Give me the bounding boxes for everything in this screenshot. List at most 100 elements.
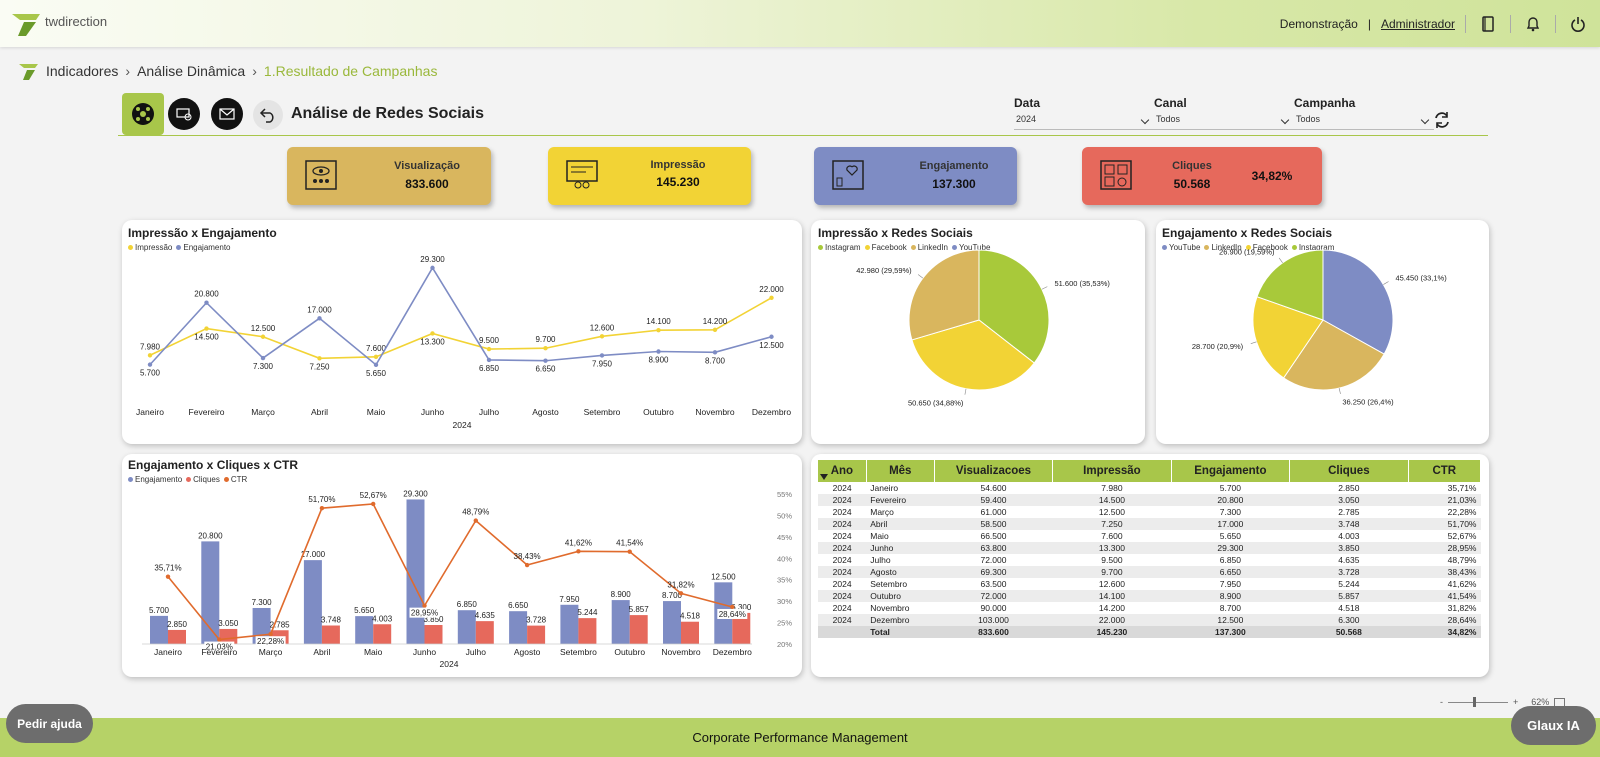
data-label: 29.300 [420,255,445,264]
filter-canal-select[interactable]: Todos [1154,114,1294,130]
twdirection-small-logo [19,64,38,80]
zoom-out-button[interactable]: - [1440,697,1443,707]
data-label: 12.500 [251,324,276,333]
legend-item-facebook[interactable]: Facebook [1245,243,1288,252]
legend-item-facebook[interactable]: Facebook [864,243,907,252]
legend-item-instagram[interactable]: Instagram [818,243,861,252]
column-header-engajamento[interactable]: Engajamento [1171,460,1291,482]
legend-item-engajamento[interactable]: Engajamento [176,243,231,252]
x-tick-label: Outubro [614,647,645,657]
column-header-cliques[interactable]: Cliques [1289,460,1409,482]
table-cell: 59.400 [934,494,1053,506]
filter-data-select[interactable]: 2024 [1014,114,1154,130]
back-button[interactable] [253,100,283,130]
card-impressao-redes: Impressão x Redes Sociais Instagram Face… [811,220,1145,444]
ai-assistant-button[interactable]: Glaux IA [1511,706,1596,745]
divider [1465,14,1466,33]
table-cell: 103.000 [934,614,1053,626]
table-cell: 2024 [832,531,852,541]
table-cell: 48,79% [1447,555,1477,565]
column-header-impressão[interactable]: Impressão [1052,460,1172,482]
table-row[interactable]: 2024 Julho 72.000 9.500 6.850 4.635 48,79% [818,554,1481,566]
bar-label: 5.650 [354,606,375,615]
column-header-ctr[interactable]: CTR [1408,460,1482,482]
column-header-visualizacoes[interactable]: Visualizacoes [934,460,1054,482]
filter-data: Data 2024 [1014,96,1154,130]
table-row[interactable]: 2024 Agosto 69.300 9.700 6.650 3.728 38,43% [818,566,1481,578]
data-label: 28,95% [411,609,438,618]
table-total-row: Total 833.600 145.230 137.300 50.568 34,82% [818,626,1481,638]
table-row[interactable]: 2024 Novembro 90.000 14.200 8.700 4.518 31,82% [818,602,1481,614]
legend-item-youtube[interactable]: YouTube [951,243,990,252]
zoom-slider[interactable] [1448,696,1508,707]
power-icon[interactable] [1566,12,1590,36]
twdirection-logo[interactable] [10,8,130,38]
bar-engajamento [457,610,476,644]
leader-line [1338,388,1341,395]
table-cell: 5.857 [1289,590,1409,602]
filter-canal: Canal Todos [1154,96,1294,130]
table-row[interactable]: 2024 Fevereiro 59.400 14.500 20.800 3.050 21,0… [818,494,1481,506]
report-header-line [118,94,1488,136]
pie-slice-facebook [911,319,1035,391]
pie-slice-linkedin [1282,319,1385,391]
data-label: 38,43% [514,552,541,561]
table-cell: 6.300 [1289,614,1409,626]
sort-desc-icon[interactable] [820,474,828,480]
legend-item-ctr[interactable]: CTR [223,475,247,484]
table-cell: 2024 [818,494,867,506]
table-row[interactable]: 2024 Janeiro 54.600 7.980 5.700 2.850 35,71% [818,482,1481,494]
help-button[interactable]: Pedir ajuda [6,704,93,743]
chevron-right-icon: › [252,63,257,79]
legend-item-impressao[interactable]: Impressão [128,243,172,252]
data-label: 22.000 [759,285,784,294]
x-tick-label: Julho [479,407,500,417]
slice-label: 36.250 (26,4%) [1342,398,1394,407]
table-cell: 2024 [832,579,852,589]
refresh-icon[interactable] [1432,110,1452,130]
table-row[interactable]: 2024 Maio 66.500 7.600 5.650 4.003 52,67% [818,530,1481,542]
zoom-slider-handle[interactable] [1473,696,1476,707]
table-row[interactable]: 2024 Março 61.000 12.500 7.300 2.785 22,28% [818,506,1481,518]
legend-item-linkedin[interactable]: LinkedIn [910,243,948,252]
column-header-mês[interactable]: Mês [866,460,935,482]
table-cell: 20.800 [1171,494,1290,506]
pie-slice-instagram [978,249,1050,364]
legend-item-linkedin[interactable]: LinkedIn [1204,243,1242,252]
legend-item-instagram[interactable]: Instagram [1291,243,1334,252]
table-row[interactable]: 2024 Setembro 63.500 12.600 7.950 5.244 41,62% [818,578,1481,590]
legend-item-youtube[interactable]: YouTube [1162,243,1200,252]
user-link[interactable]: Administrador [1380,16,1455,31]
legend-item-cliques[interactable]: Cliques [186,475,220,484]
kpi-value: 137.300 [932,177,976,191]
table-row[interactable]: 2024 Abril 58.500 7.250 17.000 3.748 51,70% [818,518,1481,530]
chart-title: Impressão x Redes Sociais [818,226,973,240]
breadcrumb-analise-dinamica[interactable]: Análise Dinâmica [137,63,246,79]
table-cell: Junho [866,542,935,554]
data-point [430,265,435,271]
email-nav-button[interactable] [211,98,243,130]
x-tick-label: Agosto [514,647,541,657]
table-row[interactable]: 2024 Junho 63.800 13.300 29.300 3.850 28,95% [818,542,1481,554]
table-cell: Julho [870,555,891,565]
data-label: 7.600 [366,344,387,353]
legend-item-engajamento[interactable]: Engajamento [128,475,182,484]
kpi-title: Engajamento [919,160,989,172]
book-icon[interactable] [1476,12,1500,36]
filter-campanha-select[interactable]: Todos [1294,114,1434,130]
table-row[interactable]: 2024 Outubro 72.000 14.100 8.900 5.857 41,54% [818,590,1481,602]
card-engajamento-cliques-ctr: Engajamento x Cliques x CTR Engajamento … [122,454,802,677]
breadcrumb-indicadores[interactable]: Indicadores [46,63,119,79]
x-tick-label: Agosto [532,407,559,417]
social-network-nav-button[interactable] [122,93,164,135]
zoom-in-button[interactable]: + [1513,697,1519,707]
x-tick-label: Fevereiro [189,407,225,417]
table-cell: 6.850 [1219,555,1242,565]
web-nav-button[interactable] [168,98,200,130]
table-row[interactable]: 2024 Dezembro 103.000 22.000 12.500 6.300 28,6… [818,614,1481,626]
bell-icon[interactable] [1521,12,1545,36]
column-header-ano[interactable]: Ano [818,460,867,482]
label-bg [409,607,440,618]
bar-engajamento [560,604,579,644]
data-label: 13.300 [420,337,445,346]
